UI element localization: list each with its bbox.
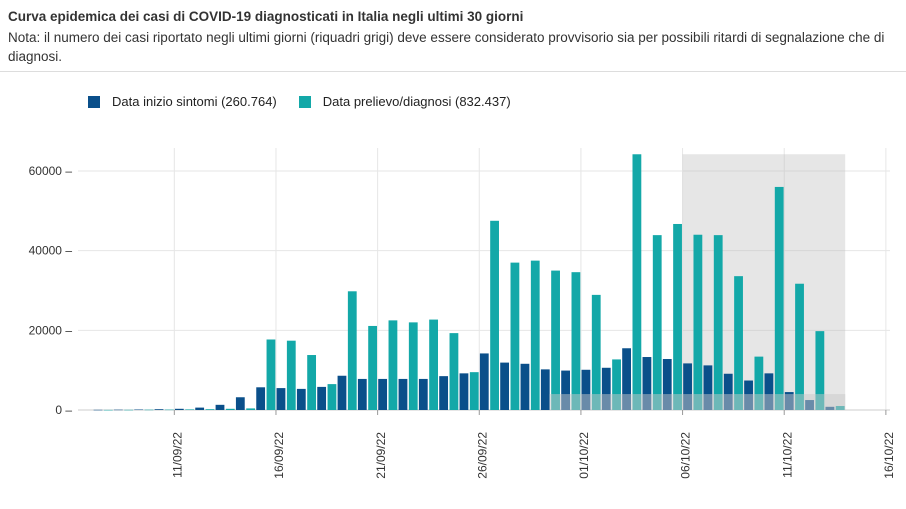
- bar-symptoms[interactable]: [378, 378, 388, 410]
- x-tick-label: 16/10/22: [882, 432, 896, 479]
- bar-symptoms[interactable]: [581, 369, 591, 410]
- bar-diagnosis[interactable]: [774, 186, 784, 410]
- bar-symptoms[interactable]: [317, 386, 327, 410]
- bar-symptoms[interactable]: [357, 378, 367, 410]
- bar-symptoms[interactable]: [195, 407, 205, 410]
- bar-diagnosis[interactable]: [449, 333, 459, 410]
- bar-diagnosis[interactable]: [327, 384, 337, 410]
- bar-symptoms[interactable]: [256, 387, 266, 410]
- x-tick-label: 16/09/22: [272, 432, 286, 479]
- x-tick-label: 01/10/22: [577, 432, 591, 479]
- bar-diagnosis[interactable]: [713, 235, 723, 410]
- bar-diagnosis[interactable]: [266, 339, 276, 410]
- bar-diagnosis[interactable]: [490, 220, 499, 410]
- bar-symptoms[interactable]: [276, 388, 286, 410]
- legend-item-diagnosis[interactable]: Data prelievo/diagnosi (832.437): [298, 94, 511, 109]
- bar-diagnosis[interactable]: [347, 291, 357, 410]
- chart-title: Curva epidemica dei casi di COVID-19 dia…: [8, 9, 524, 24]
- bar-diagnosis[interactable]: [815, 331, 825, 410]
- x-tick-label: 26/09/22: [475, 432, 489, 479]
- bar-diagnosis[interactable]: [612, 359, 621, 410]
- bar-symptoms[interactable]: [723, 373, 733, 410]
- bar-symptoms[interactable]: [601, 367, 611, 410]
- bar-symptoms[interactable]: [642, 357, 652, 410]
- bar-diagnosis[interactable]: [693, 234, 703, 410]
- y-tick-label: 20000 –: [29, 323, 73, 337]
- bar-diagnosis[interactable]: [103, 409, 113, 411]
- bar-symptoms[interactable]: [622, 348, 631, 410]
- bar-diagnosis[interactable]: [571, 272, 581, 410]
- bar-diagnosis[interactable]: [388, 320, 398, 410]
- bar-symptoms[interactable]: [418, 378, 428, 410]
- legend-label-symptoms: Data inizio sintomi (260.764): [112, 94, 277, 109]
- legend-swatch-symptoms: [88, 95, 100, 108]
- chart-legend: Data inizio sintomi (260.764) Data preli…: [88, 94, 533, 109]
- bar-diagnosis[interactable]: [795, 283, 804, 410]
- y-tick-label: 60000 –: [29, 164, 73, 178]
- legend-label-diagnosis: Data prelievo/diagnosi (832.437): [322, 94, 511, 109]
- bar-diagnosis[interactable]: [164, 409, 174, 411]
- provisional-band: [549, 394, 846, 410]
- legend-item-symptoms[interactable]: Data inizio sintomi (260.764): [88, 94, 277, 109]
- bar-diagnosis[interactable]: [734, 276, 743, 410]
- bar-diagnosis[interactable]: [307, 355, 317, 410]
- bar-diagnosis[interactable]: [673, 223, 682, 410]
- bar-symptoms[interactable]: [540, 369, 550, 410]
- bar-diagnosis[interactable]: [510, 262, 520, 410]
- bar-symptoms[interactable]: [296, 388, 306, 410]
- bar-diagnosis[interactable]: [754, 356, 764, 410]
- bar-symptoms[interactable]: [439, 376, 449, 410]
- bar-symptoms[interactable]: [398, 378, 408, 410]
- bar-diagnosis[interactable]: [205, 409, 215, 410]
- x-tick-label: 11/09/22: [170, 432, 184, 478]
- chart-note: Nota: il numero dei casi riportato negli…: [8, 30, 885, 64]
- y-tick-label: 40000 –: [29, 244, 73, 258]
- bar-diagnosis[interactable]: [591, 294, 601, 410]
- bar-diagnosis[interactable]: [652, 235, 662, 410]
- bar-symptoms[interactable]: [93, 409, 103, 411]
- legend-swatch-diagnosis: [298, 95, 311, 108]
- bar-diagnosis[interactable]: [286, 340, 296, 410]
- bar-symptoms[interactable]: [520, 363, 530, 410]
- x-tick-label: 06/10/22: [679, 432, 693, 479]
- bar-diagnosis[interactable]: [246, 408, 256, 410]
- bar-symptoms[interactable]: [215, 404, 225, 410]
- bar-symptoms[interactable]: [683, 363, 692, 410]
- bar-symptoms[interactable]: [113, 409, 123, 411]
- bar-diagnosis[interactable]: [632, 154, 642, 410]
- bar-symptoms[interactable]: [174, 408, 184, 410]
- bar-diagnosis[interactable]: [185, 409, 195, 410]
- bar-symptoms[interactable]: [662, 359, 672, 410]
- bar-symptoms[interactable]: [459, 373, 469, 410]
- bar-diagnosis[interactable]: [551, 270, 560, 410]
- bar-symptoms[interactable]: [764, 373, 774, 410]
- chart-header: Curva epidemica dei casi di COVID-19 dia…: [8, 8, 898, 66]
- bar-diagnosis[interactable]: [429, 319, 438, 410]
- bar-symptoms[interactable]: [479, 353, 489, 410]
- bar-symptoms[interactable]: [154, 409, 164, 410]
- bar-diagnosis[interactable]: [368, 325, 378, 410]
- bar-symptoms[interactable]: [337, 375, 347, 410]
- bar-diagnosis[interactable]: [530, 260, 540, 410]
- bar-diagnosis[interactable]: [144, 409, 154, 411]
- bar-symptoms[interactable]: [134, 409, 144, 411]
- bar-symptoms[interactable]: [235, 397, 245, 410]
- bar-diagnosis[interactable]: [225, 408, 235, 410]
- bar-diagnosis[interactable]: [408, 322, 418, 410]
- bar-symptoms[interactable]: [500, 362, 510, 410]
- bar-symptoms[interactable]: [703, 365, 713, 410]
- bar-symptoms[interactable]: [561, 370, 571, 410]
- header-divider: [0, 71, 906, 72]
- y-tick-label: 0 –: [55, 403, 72, 417]
- bar-diagnosis[interactable]: [469, 372, 479, 410]
- x-tick-label: 11/10/22: [780, 432, 794, 478]
- bar-diagnosis[interactable]: [124, 409, 134, 411]
- x-tick-label: 21/09/22: [374, 432, 388, 479]
